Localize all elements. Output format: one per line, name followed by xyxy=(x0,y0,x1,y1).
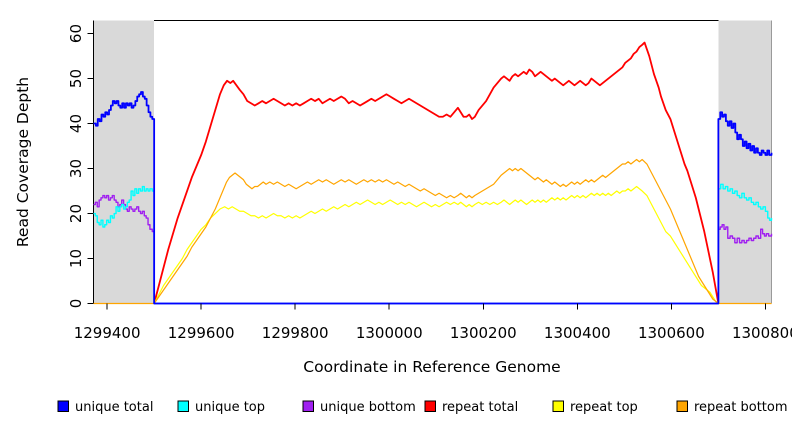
legend-swatch-repeat-top xyxy=(552,400,564,412)
legend-item-unique-total: unique total xyxy=(57,400,153,415)
series-line-unique-bottom xyxy=(93,194,773,305)
series-lines xyxy=(93,41,773,305)
x-tick-label: 1299600 xyxy=(168,324,235,342)
highlight-regions xyxy=(93,20,772,304)
y-tick-label: 0 xyxy=(67,299,85,309)
y-tick-label: 20 xyxy=(67,204,85,223)
x-tick-label: 1299800 xyxy=(262,324,329,342)
x-axis-title: Coordinate in Reference Genome xyxy=(303,358,560,376)
series-line-unique-top xyxy=(93,183,773,305)
axes: 1299400 1299600 1299800 1300000 1300200 13004… xyxy=(67,24,792,342)
series-line-repeat-top xyxy=(153,185,719,304)
y-tick-label: 40 xyxy=(67,114,85,133)
legend-label: unique top xyxy=(195,400,265,415)
y-tick-label: 50 xyxy=(67,69,85,88)
highlight-region-unique-flank-right xyxy=(718,20,772,304)
y-tick-label: 60 xyxy=(67,24,85,43)
legend-label: repeat top xyxy=(570,400,638,415)
legend-swatch-unique-bottom xyxy=(302,400,314,412)
series-line-repeat-total xyxy=(153,41,720,304)
series-line-repeat-bottom xyxy=(93,158,772,305)
x-tick-label: 1300600 xyxy=(638,324,705,342)
x-tick-label: 1299400 xyxy=(74,324,141,342)
x-tick-label: 1300000 xyxy=(356,324,423,342)
legend-label: repeat total xyxy=(442,400,518,415)
x-tick-label: 1300200 xyxy=(450,324,517,342)
highlight-region-unique-flank-left xyxy=(93,20,155,304)
legend-item-repeat-top: repeat top xyxy=(552,400,638,415)
legend-swatch-unique-top xyxy=(177,400,189,412)
plot-box xyxy=(93,20,772,304)
legend-swatch-repeat-total xyxy=(424,400,436,412)
x-tick-label: 1300400 xyxy=(544,324,611,342)
legend: unique total unique top unique bottom repea… xyxy=(57,400,788,415)
y-axis-title: Read Coverage Depth xyxy=(14,77,32,247)
legend-label: unique total xyxy=(75,400,153,415)
y-tick-label: 10 xyxy=(67,249,85,268)
series-line-unique-total xyxy=(93,91,773,305)
legend-item-repeat-bottom: repeat bottom xyxy=(676,400,788,415)
legend-item-unique-bottom: unique bottom xyxy=(302,400,416,415)
legend-label: unique bottom xyxy=(320,400,416,415)
legend-label: repeat bottom xyxy=(694,400,788,415)
y-tick-label: 30 xyxy=(67,159,85,178)
legend-swatch-repeat-bottom xyxy=(676,400,688,412)
legend-item-unique-top: unique top xyxy=(177,400,265,415)
legend-swatch-unique-total xyxy=(57,400,69,412)
legend-item-repeat-total: repeat total xyxy=(424,400,518,415)
